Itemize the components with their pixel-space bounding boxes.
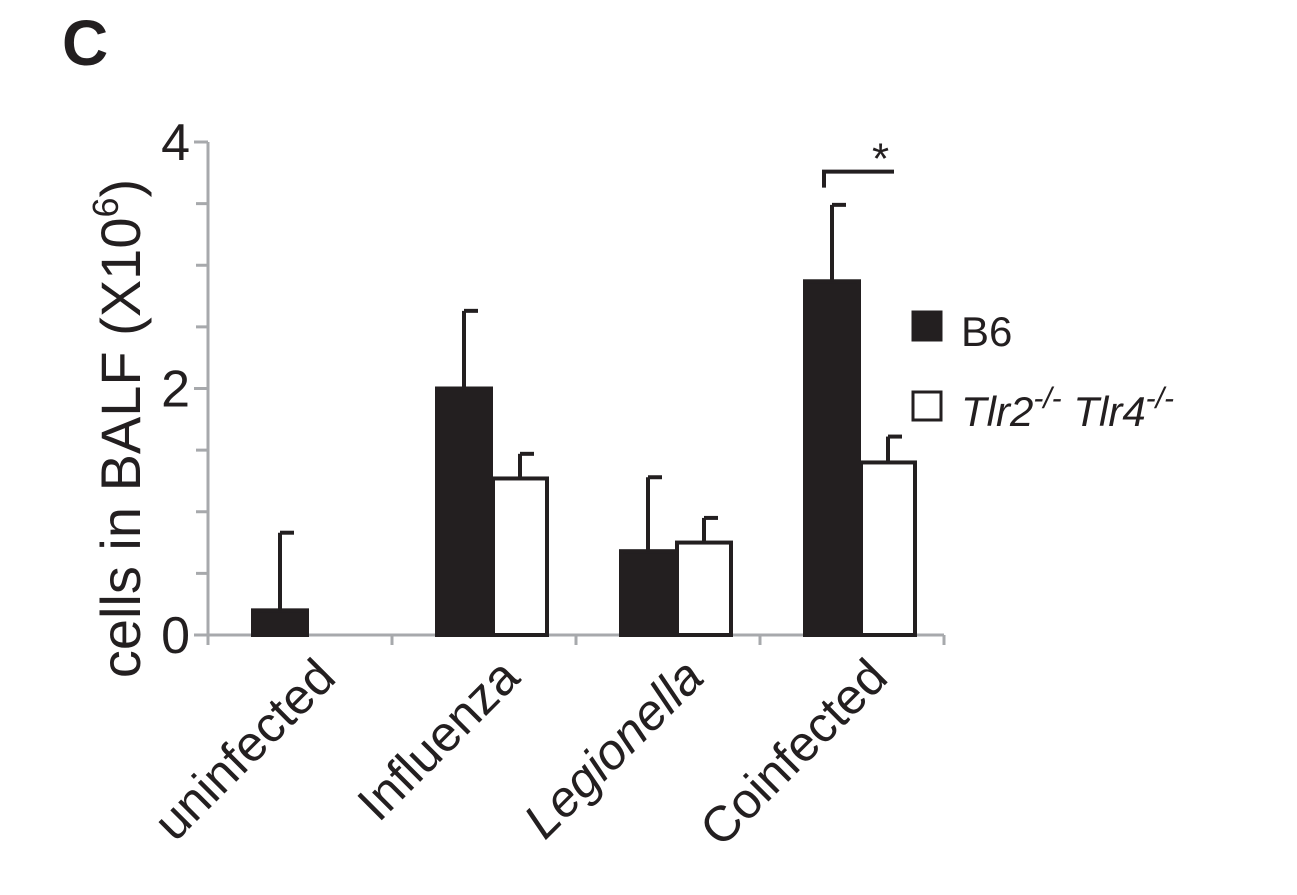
bar-influenza-b6 <box>435 386 493 637</box>
bar-legionella-tlr2-tlr4 <box>675 540 733 637</box>
bar-coinfected-b6 <box>803 279 861 637</box>
legend-label-b6: B6 <box>961 308 1012 355</box>
y-tick-label: 0 <box>161 607 190 665</box>
legend-label-tlr2-tlr4: Tlr2-/- Tlr4-/- <box>961 382 1174 435</box>
bar-coinfected-tlr2-tlr4 <box>859 460 917 638</box>
panel-letter: C <box>62 7 109 79</box>
x-category-label: Coinfected <box>689 648 898 857</box>
y-tick-label: 4 <box>161 114 190 172</box>
significance-label: * <box>872 135 889 184</box>
legend-swatch-tlr2-tlr4 <box>911 390 943 422</box>
y-tick-label: 2 <box>161 361 190 419</box>
x-category-label: uninfected <box>143 648 346 851</box>
bar-influenza-tlr2-tlr4 <box>491 476 549 637</box>
chart-bars <box>251 279 917 638</box>
bar-legionella-b6 <box>619 549 677 637</box>
chart-error-bars <box>278 202 902 611</box>
legend-swatch-b6 <box>911 310 943 342</box>
y-axis-title: cells in BALF (X106) <box>85 179 152 678</box>
bar-uninfected-b6 <box>251 608 309 637</box>
significance-bracket <box>822 169 894 188</box>
chart-legend: B6 Tlr2-/- Tlr4-/- <box>911 308 1174 435</box>
x-category-label: Legionella <box>513 648 714 849</box>
chart-annotations: * <box>822 135 894 188</box>
x-category-label: Influenza <box>347 648 530 831</box>
